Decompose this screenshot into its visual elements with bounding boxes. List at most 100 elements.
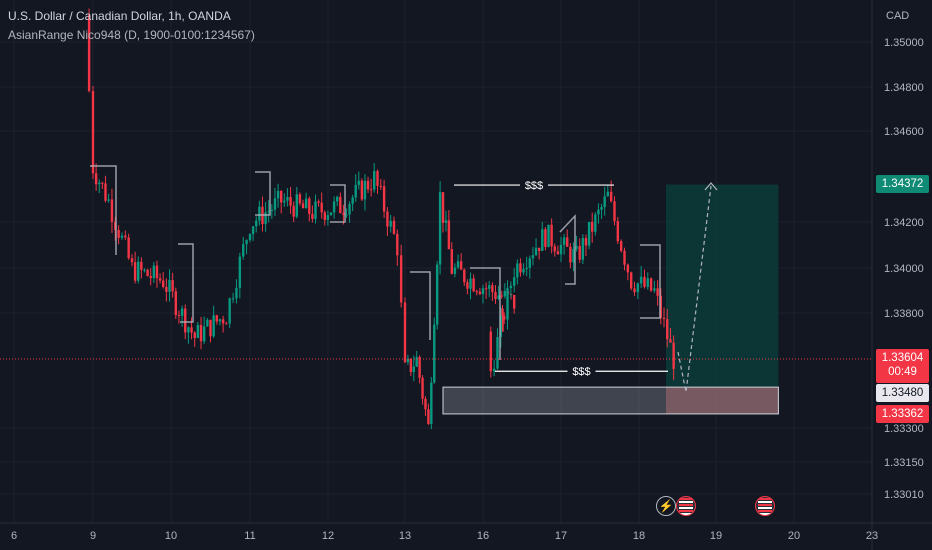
lightning-icon[interactable]: ⚡ xyxy=(656,496,676,516)
candle-body xyxy=(584,238,588,246)
candle-body xyxy=(235,287,238,299)
candle-body xyxy=(342,213,345,215)
range-line xyxy=(559,214,576,285)
candle-body xyxy=(137,261,140,281)
candle-body xyxy=(587,221,591,246)
candle-body xyxy=(295,194,298,217)
candle-body xyxy=(130,258,134,263)
candle-body xyxy=(500,295,503,297)
candle-body xyxy=(613,201,616,222)
candle-body xyxy=(609,191,613,202)
candle-body xyxy=(469,278,472,289)
candle-body xyxy=(184,308,187,333)
liquidity-label-bg xyxy=(520,178,548,193)
candle-body xyxy=(441,192,445,223)
y-tick-label: 1.33800 xyxy=(884,308,924,320)
us-flag-icon[interactable] xyxy=(676,496,696,516)
candle-body xyxy=(525,267,528,270)
x-tick-label: 9 xyxy=(90,530,96,542)
range-line xyxy=(178,243,194,323)
candle-body xyxy=(566,237,569,247)
candle-body xyxy=(140,261,143,270)
candle-body xyxy=(537,247,541,251)
candle-body xyxy=(369,189,373,191)
candle-body xyxy=(225,323,228,325)
candle-body xyxy=(569,246,572,263)
x-tick-label: 23 xyxy=(866,530,878,542)
candle-body xyxy=(653,288,656,291)
candle-body xyxy=(326,215,330,220)
candle-body xyxy=(276,190,280,199)
candle-body xyxy=(572,248,575,263)
candle-body xyxy=(553,246,556,252)
x-tick-label: 11 xyxy=(244,530,255,542)
candle-body xyxy=(392,220,396,234)
candle-body xyxy=(124,235,127,238)
candle-body xyxy=(218,319,222,322)
candle-body xyxy=(623,250,626,265)
indicator-label[interactable]: AsianRange Nico948 (D, 1900-0100:1234567… xyxy=(8,28,255,42)
projection-arrowhead xyxy=(704,182,718,191)
us-flag-icon[interactable] xyxy=(755,496,775,516)
candle-body xyxy=(472,278,475,292)
candle-body xyxy=(190,327,193,333)
entry-price-badge: 1.33480 xyxy=(876,384,929,402)
candle-body xyxy=(662,317,666,320)
candle-body xyxy=(447,220,451,250)
candle-body xyxy=(323,212,326,220)
candle-body xyxy=(659,295,663,318)
candle-body xyxy=(506,288,509,320)
candle-body xyxy=(606,191,609,197)
candle-body xyxy=(522,269,525,273)
candle-body xyxy=(120,235,124,238)
candle-body xyxy=(643,276,646,287)
candle-body xyxy=(456,261,460,268)
candle-body xyxy=(165,286,168,292)
candle-body xyxy=(594,214,597,232)
candle-body xyxy=(669,339,672,343)
candle-body xyxy=(412,366,415,372)
candle-body xyxy=(534,247,538,256)
candle-body xyxy=(600,207,603,210)
candle-body xyxy=(488,285,491,289)
candle-body xyxy=(221,319,225,324)
chart-title: U.S. Dollar / Canadian Dollar, 1h, OANDA xyxy=(8,9,231,23)
candle-body xyxy=(174,291,177,316)
candle-body xyxy=(403,302,407,363)
candle-body xyxy=(298,194,302,204)
candle-body xyxy=(158,278,162,281)
candle-body xyxy=(143,269,146,271)
y-tick-label: 1.34000 xyxy=(884,263,924,275)
candle-body xyxy=(280,190,283,203)
candle-body xyxy=(496,337,499,369)
candle-body xyxy=(399,255,403,303)
candle-body xyxy=(424,398,427,410)
candle-body xyxy=(348,203,351,215)
candle-body xyxy=(351,197,354,204)
candle-body xyxy=(499,315,503,338)
x-tick-label: 17 xyxy=(555,530,567,542)
candle-body xyxy=(494,292,497,300)
candle-body xyxy=(409,358,413,372)
y-tick-label: 1.34200 xyxy=(884,217,924,229)
y-tick-label: 1.35000 xyxy=(884,37,924,49)
candle-body xyxy=(544,229,547,248)
candle-body xyxy=(630,272,633,289)
range-line xyxy=(410,271,431,340)
liquidity-label-bg xyxy=(567,364,596,379)
candle-body xyxy=(639,276,643,284)
x-tick-label: 10 xyxy=(165,530,177,542)
candle-body xyxy=(202,326,206,342)
candle-body xyxy=(360,180,364,200)
candle-body xyxy=(238,256,242,288)
range-line xyxy=(255,171,271,216)
candle-body xyxy=(336,196,339,202)
candle-body xyxy=(478,291,482,295)
candle-body xyxy=(646,278,649,287)
candle-body xyxy=(459,261,463,270)
candle-body xyxy=(187,327,190,333)
candle-body xyxy=(314,201,317,219)
profit-zone xyxy=(665,184,779,388)
